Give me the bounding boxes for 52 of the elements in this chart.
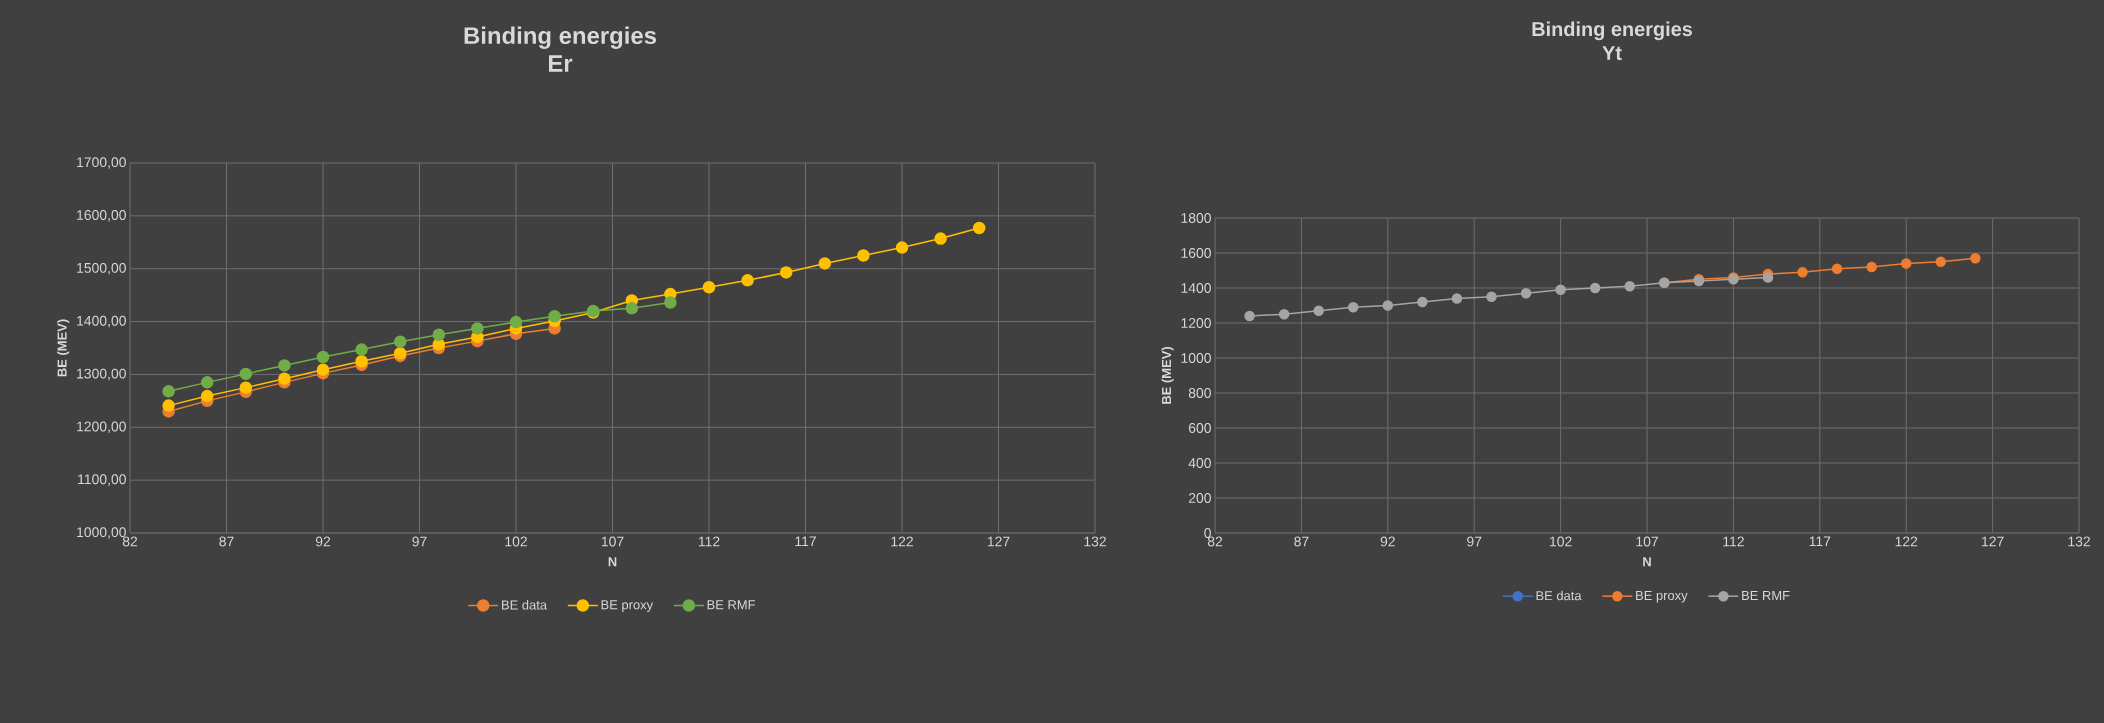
x-tick-label: 117 [1809,536,1831,547]
y-tick-label: 1400,00 [77,315,126,328]
x-tick-label: 107 [601,536,624,547]
x-tick-label: 87 [219,536,234,547]
legend-label: BE data [502,600,548,610]
y-tick-label: 1600 [1181,248,1211,258]
x-tick-label: 107 [1636,536,1658,547]
y-tick-label: 800 [1188,388,1211,398]
x-tick-label: 127 [1982,536,2004,547]
y-tick-label: 1800 [1181,213,1211,223]
x-tick-label: 127 [987,536,1010,547]
y-axis-title: BE (MEV) [1161,347,1174,404]
y-tick-label: 1500,00 [77,262,126,275]
legend-label: BE RMF [1742,590,1790,600]
y-tick-label: 1400 [1181,283,1211,293]
y-tick-label: 200 [1188,493,1211,503]
chart-title: Binding energies [1532,21,1693,41]
y-tick-label: 1300,00 [77,368,126,381]
chart-subtitle: Er [548,55,573,72]
y-tick-label: 1200,00 [77,421,126,434]
legend-label: BE data [1536,590,1582,601]
y-tick-label: 600 [1188,423,1211,433]
y-tick-label: 1200 [1181,318,1211,328]
x-tick-label: 92 [1380,536,1395,547]
y-tick-label: 1600,00 [77,210,126,222]
y-tick-label: 400 [1188,458,1211,468]
x-tick-label: 97 [1467,536,1482,547]
x-tick-label: 87 [1294,536,1309,547]
chart-title: Binding energies [464,26,656,49]
x-axis-title: N [1643,557,1651,567]
legend-label: BE proxy [1636,590,1688,603]
x-tick-label: 82 [1207,536,1223,547]
x-tick-label: 112 [698,536,720,547]
x-tick-label: 102 [505,536,527,547]
x-tick-label: 122 [891,536,913,547]
x-tick-label: 117 [795,536,816,547]
y-tick-label: 1700,00 [77,157,126,169]
x-tick-label: 92 [315,536,331,547]
x-tick-label: 112 [1723,536,1744,547]
x-axis-title: N [608,557,617,567]
y-axis-title: BE (MEV) [57,319,70,377]
chart-subtitle: Yt [1602,46,1622,61]
legend-label: BE proxy [601,600,654,612]
y-tick-label: 1100,00 [78,474,126,486]
x-tick-label: 97 [412,536,427,547]
x-tick-label: 102 [1550,536,1572,547]
y-tick-label: 1000 [1181,353,1211,363]
x-tick-label: 132 [2068,536,2090,547]
legend-label: BE RMF [707,600,755,610]
y-tick-label: 0 [1204,528,1211,538]
x-tick-label: 122 [1895,536,1918,547]
x-tick-label: 132 [1084,536,1106,547]
